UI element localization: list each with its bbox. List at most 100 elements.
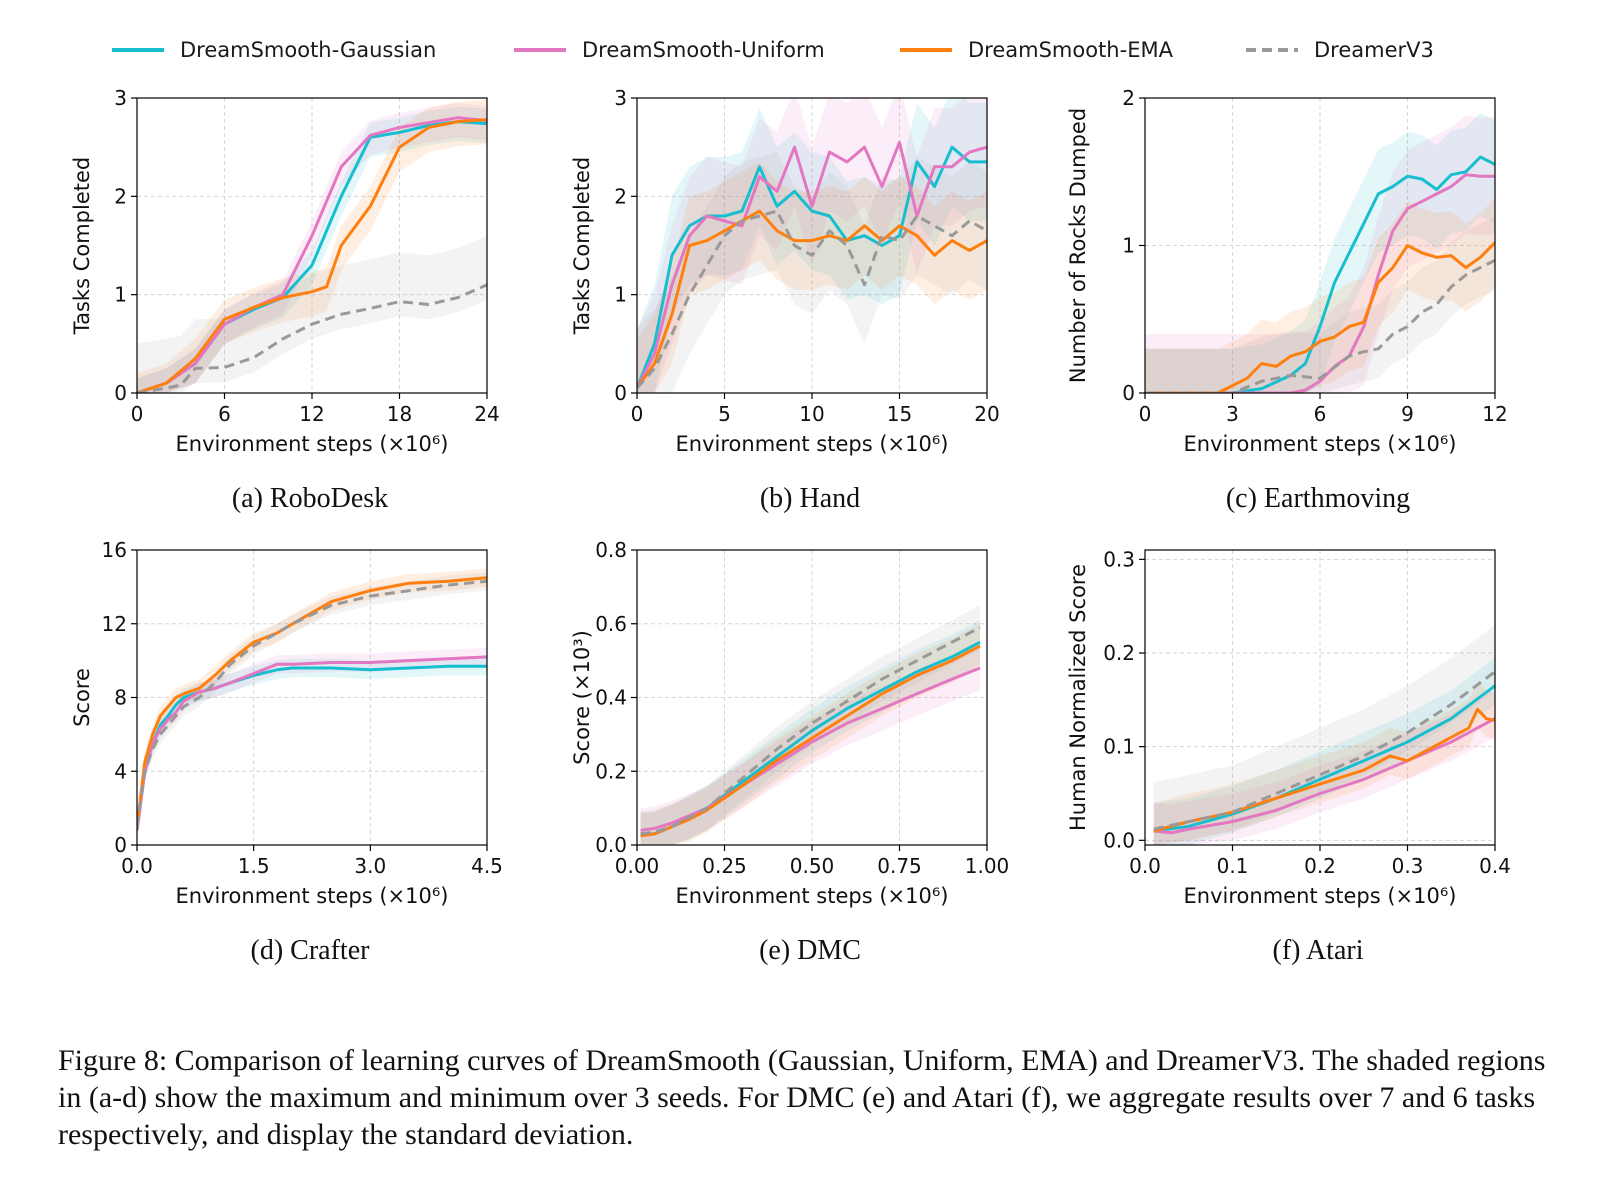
- legend-swatch: [900, 48, 952, 52]
- y-axis-label: Score (×10³): [570, 630, 594, 765]
- x-tick-label: 0.25: [702, 854, 747, 878]
- subcaption: (a) RoboDesk: [231, 483, 389, 514]
- y-axis-label: Tasks Completed: [570, 157, 594, 335]
- series-line: [640, 626, 981, 836]
- series-line: [1153, 684, 1495, 833]
- series-line: [1145, 241, 1495, 393]
- figure-caption: Figure 8: Comparison of learning curves …: [58, 1044, 1546, 1151]
- series-band: [637, 152, 987, 393]
- series-line: [637, 209, 987, 389]
- chart-panel-d-crafter: 0.0 1.5 3.0 4.5 0 4 8 12 16 Environment steps (×1…: [55, 530, 565, 980]
- x-tick-label: 3.0: [354, 854, 386, 878]
- series-band: [637, 98, 987, 393]
- chart-svg: 0.00 0.25 0.50 0.75 1.00 0.0 0.2 0.4 0.6 0.8 Envir…: [570, 538, 1010, 908]
- legend-label: DreamSmooth-EMA: [968, 38, 1173, 62]
- series-line: [1153, 670, 1495, 831]
- y-tick-label: 2: [614, 184, 627, 208]
- series-line: [1145, 173, 1495, 393]
- x-axis-label: Environment steps (×10⁶): [1184, 884, 1457, 908]
- series-band: [640, 623, 980, 845]
- series-band: [1145, 112, 1495, 393]
- y-tick-label: 0: [114, 833, 127, 857]
- subcaption: (d) Crafter: [250, 935, 370, 966]
- x-tick-label: 0: [131, 402, 144, 426]
- series-band: [137, 656, 487, 840]
- series-band: [1145, 216, 1495, 393]
- series-group: [637, 98, 987, 393]
- x-tick-label: 10: [799, 402, 824, 426]
- y-tick-label: 0.8: [595, 538, 627, 562]
- series-line: [1153, 717, 1495, 835]
- y-tick-label: 1: [614, 283, 627, 307]
- x-axis-label: Environment steps (×10⁶): [176, 432, 449, 456]
- series-group: [640, 605, 981, 845]
- y-axis-label: Human Normalized Score: [1066, 564, 1090, 831]
- series-line: [137, 655, 487, 831]
- x-tick-label: 20: [974, 402, 999, 426]
- chart-panel-a-robodesk: 0 6 12 18 24 0 1 2 3 Environment steps (×10⁶) Task…: [55, 78, 565, 528]
- series-line: [1145, 258, 1495, 393]
- subcaption: (f) Atari: [1272, 935, 1364, 966]
- legend-swatch: [514, 48, 566, 52]
- legend-item: DreamSmooth-Uniform: [512, 30, 825, 70]
- y-tick-label: 0: [614, 381, 627, 405]
- y-tick-label: 3: [614, 86, 627, 110]
- legend-item: DreamerV3: [1244, 30, 1434, 70]
- chart-panel-f-atari: 0.0 0.1 0.2 0.3 0.4 0.0 0.1 0.2 0.3 Environment s…: [1063, 530, 1573, 980]
- x-tick-label: 3: [1226, 402, 1239, 426]
- legend-label: DreamerV3: [1314, 38, 1434, 62]
- x-tick-label: 0.1: [1217, 854, 1249, 878]
- series-line: [1145, 155, 1495, 393]
- x-tick-label: 0.50: [790, 854, 835, 878]
- x-tick-label: 0.00: [615, 854, 660, 878]
- y-tick-label: 1: [1122, 234, 1135, 258]
- series-line: [137, 283, 487, 393]
- legend-item: DreamSmooth-Gaussian: [110, 30, 436, 70]
- y-tick-label: 0.1: [1103, 735, 1135, 759]
- y-tick-label: 0: [114, 381, 127, 405]
- x-tick-label: 5: [718, 402, 731, 426]
- x-tick-label: 1.00: [965, 854, 1010, 878]
- series-line: [137, 118, 487, 393]
- y-tick-label: 2: [114, 184, 127, 208]
- series-band: [1153, 624, 1495, 845]
- y-tick-label: 1: [114, 283, 127, 307]
- series-line: [137, 579, 487, 827]
- y-tick-label: 0.2: [595, 759, 627, 783]
- series-line: [640, 666, 981, 832]
- legend-item: DreamSmooth-EMA: [898, 30, 1173, 70]
- x-tick-label: 6: [1314, 402, 1327, 426]
- series-band: [637, 98, 987, 393]
- x-tick-label: 1.5: [238, 854, 270, 878]
- subcaption: (c) Earthmoving: [1225, 483, 1411, 514]
- series-group: [1153, 624, 1495, 845]
- y-axis-label: Number of Rocks Dumped: [1066, 108, 1090, 383]
- legend-label: DreamSmooth-Uniform: [582, 38, 825, 62]
- series-band: [137, 568, 487, 836]
- series-line: [137, 576, 487, 827]
- chart-panel-b-hand: 0 5 10 15 20 0 1 2 3 Environment steps (×10⁶) Task…: [555, 78, 1065, 528]
- chart-svg: 0.0 0.1 0.2 0.3 0.4 0.0 0.1 0.2 0.3 Environment s…: [1066, 547, 1511, 908]
- y-axis-label: Tasks Completed: [70, 157, 94, 335]
- x-tick-label: 12: [299, 402, 324, 426]
- x-axis-label: Environment steps (×10⁶): [1184, 432, 1457, 456]
- x-tick-label: 0.0: [1129, 854, 1161, 878]
- series-line: [637, 145, 987, 389]
- y-tick-label: 0.0: [595, 833, 627, 857]
- x-tick-label: 0.2: [1304, 854, 1336, 878]
- x-axis-label: Environment steps (×10⁶): [676, 432, 949, 456]
- series-line: [137, 116, 487, 393]
- series-band: [1145, 115, 1495, 393]
- x-tick-label: 9: [1401, 402, 1414, 426]
- series-group: [137, 568, 487, 840]
- x-tick-label: 12: [1482, 402, 1507, 426]
- chart-svg: 0 5 10 15 20 0 1 2 3 Environment steps (×10⁶) Task…: [570, 86, 1000, 456]
- series-line: [637, 209, 987, 390]
- y-tick-label: 0.3: [1103, 547, 1135, 571]
- x-tick-label: 0.4: [1479, 854, 1511, 878]
- x-tick-label: 0.3: [1392, 854, 1424, 878]
- legend: DreamSmooth-Gaussian DreamSmooth-Uniform D…: [0, 30, 1616, 70]
- subcaption: (b) Hand: [759, 483, 861, 514]
- x-tick-label: 0.75: [877, 854, 922, 878]
